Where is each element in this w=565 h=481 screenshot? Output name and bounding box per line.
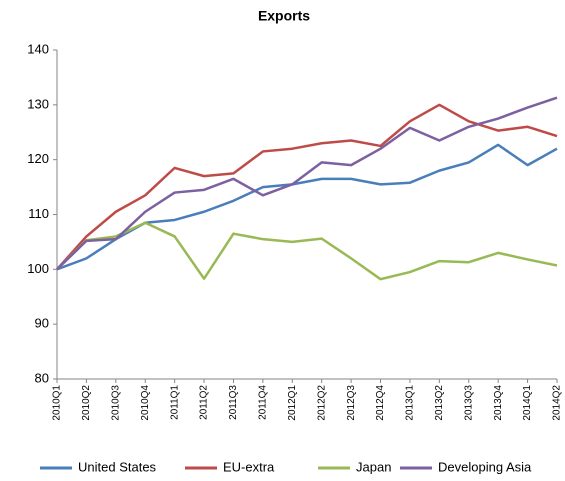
x-tick-label: 2010Q2 [81,385,92,421]
x-tick-label: 2011Q4 [258,385,269,420]
y-tick-label: 90 [35,316,49,331]
x-tick-label: 2013Q1 [405,385,416,421]
x-tick-label: 2011Q2 [199,385,210,420]
y-tick-label: 100 [27,261,49,276]
legend-label: Japan [356,459,391,474]
series-line [56,103,558,271]
series-line [56,96,558,271]
y-tick-label: 130 [27,96,49,111]
x-tick-label: 2010Q4 [140,385,151,421]
x-tick-label: 2010Q1 [52,385,63,421]
legend-label: EU-extra [223,459,275,474]
x-tick-label: 2012Q4 [375,385,386,421]
x-tick-label: 2010Q3 [110,385,121,421]
chart-title: Exports [258,8,310,24]
legend-label: Developing Asia [438,459,532,474]
x-tick-label: 2012Q2 [316,385,327,421]
x-tick-label: 2014Q1 [522,385,533,421]
y-tick-label: 110 [28,206,49,221]
x-tick-label: 2011Q1 [169,385,180,420]
x-tick-label: 2012Q1 [287,385,298,421]
x-tick-label: 2011Q3 [228,385,239,420]
y-tick-label: 80 [35,370,49,385]
x-tick-label: 2014Q2 [552,385,563,421]
y-tick-label: 120 [27,151,49,166]
y-tick-label: 140 [27,41,49,56]
x-tick-label: 2013Q2 [434,385,445,421]
x-tick-label: 2012Q3 [346,385,357,421]
series-line [56,221,558,281]
legend-label: United States [78,459,157,474]
x-tick-label: 2013Q4 [493,385,504,421]
x-tick-label: 2013Q3 [463,385,474,421]
series-line [56,143,558,271]
